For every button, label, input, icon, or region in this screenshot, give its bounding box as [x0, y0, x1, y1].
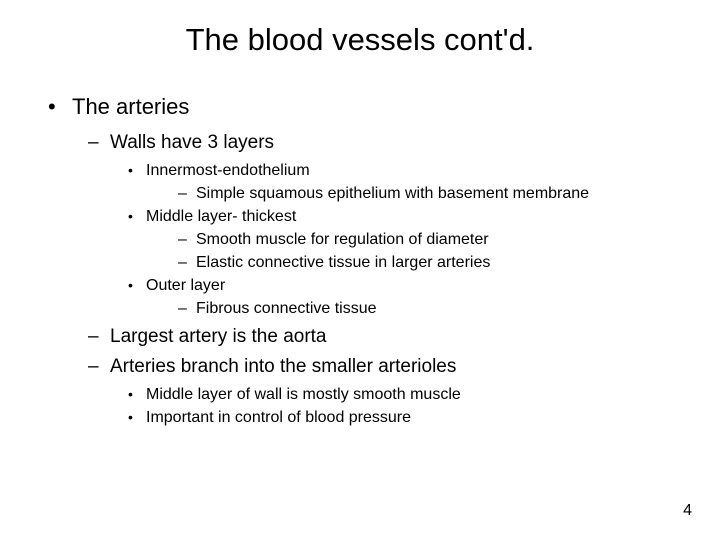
list-item: Outer layer Fibrous connective tissue	[124, 277, 684, 318]
bullet-text: Middle layer- thickest	[146, 208, 296, 225]
bullet-text: Arteries branch into the smaller arterio…	[110, 356, 456, 377]
bullet-text: Important in control of blood pressure	[146, 409, 411, 426]
list-item: Arteries branch into the smaller arterio…	[84, 356, 684, 427]
list-item: Innermost-endothelium Simple squamous ep…	[124, 162, 684, 203]
bullet-list-level3: Simple squamous epithelium with basement…	[174, 185, 684, 203]
bullet-text: Elastic connective tissue in larger arte…	[196, 254, 490, 271]
list-item: Simple squamous epithelium with basement…	[174, 185, 684, 203]
list-item: The arteries Walls have 3 layers Innermo…	[42, 94, 684, 427]
bullet-text: Largest artery is the aorta	[110, 326, 327, 347]
bullet-list-level0: The arteries Walls have 3 layers Innermo…	[42, 94, 684, 427]
bullet-text: Fibrous connective tissue	[196, 300, 377, 317]
list-item: Middle layer of wall is mostly smooth mu…	[124, 386, 684, 404]
list-item: Largest artery is the aorta	[84, 326, 684, 348]
bullet-text: Walls have 3 layers	[110, 132, 274, 153]
bullet-text: Outer layer	[146, 277, 225, 294]
bullet-text: Simple squamous epithelium with basement…	[196, 185, 589, 202]
list-item: Middle layer- thickest Smooth muscle for…	[124, 208, 684, 272]
bullet-text: The arteries	[72, 94, 189, 119]
bullet-text: Innermost-endothelium	[146, 162, 310, 179]
bullet-text: Middle layer of wall is mostly smooth mu…	[146, 386, 461, 403]
list-item: Fibrous connective tissue	[174, 300, 684, 318]
slide-title: The blood vessels cont'd.	[76, 22, 644, 58]
bullet-text: Smooth muscle for regulation of diameter	[196, 231, 489, 248]
page-number: 4	[683, 502, 692, 520]
bullet-list-level3: Smooth muscle for regulation of diameter…	[174, 231, 684, 272]
bullet-list-level3: Fibrous connective tissue	[174, 300, 684, 318]
list-item: Elastic connective tissue in larger arte…	[174, 254, 684, 272]
bullet-list-level1: Walls have 3 layers Innermost-endotheliu…	[84, 132, 684, 427]
bullet-list-level2: Middle layer of wall is mostly smooth mu…	[124, 386, 684, 427]
bullet-list-level2: Innermost-endothelium Simple squamous ep…	[124, 162, 684, 318]
list-item: Smooth muscle for regulation of diameter	[174, 231, 684, 249]
list-item: Important in control of blood pressure	[124, 409, 684, 427]
slide: The blood vessels cont'd. The arteries W…	[0, 0, 720, 540]
list-item: Walls have 3 layers Innermost-endotheliu…	[84, 132, 684, 318]
